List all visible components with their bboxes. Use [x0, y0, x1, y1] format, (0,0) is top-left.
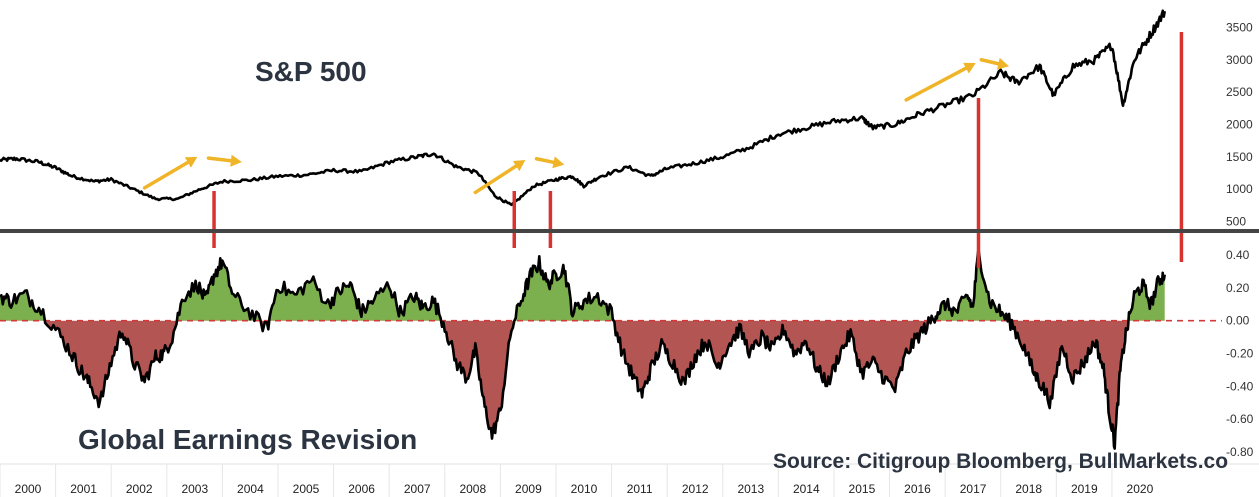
earnings-revision-panel [0, 247, 1222, 450]
revision-positive-area [0, 248, 1165, 321]
x-axis-label: 2005 [293, 482, 320, 496]
trend-arrow [206, 154, 242, 167]
revision-negative-area [0, 320, 1165, 449]
x-axis-label: 2002 [126, 482, 153, 496]
sp500-ytick: 3000 [1226, 53, 1253, 67]
sp500-ytick: 3500 [1226, 20, 1253, 34]
revision-ytick: -0.40 [1226, 379, 1254, 393]
x-axis-label: 2018 [1015, 482, 1042, 496]
revision-ytick: -0.60 [1226, 412, 1254, 426]
sp500-ytick: 500 [1226, 215, 1246, 229]
x-axis-label: 2012 [682, 482, 709, 496]
revision-ytick: 0.40 [1226, 248, 1250, 262]
revision-ytick: -0.20 [1226, 347, 1254, 361]
x-axis-label: 2013 [737, 482, 764, 496]
sp500-line [0, 9, 1166, 207]
x-axis-label: 2016 [904, 482, 931, 496]
trend-arrow [142, 156, 198, 190]
x-axis-label: 2007 [404, 482, 431, 496]
x-axis-label: 2009 [515, 482, 542, 496]
sp500-ytick: 1500 [1226, 150, 1253, 164]
x-axis-label: 2020 [1127, 482, 1154, 496]
trend-arrow [534, 156, 565, 169]
trend-arrow [979, 57, 1010, 70]
earnings-revision-title: Global Earnings Revision [78, 424, 418, 455]
sp500-panel [0, 9, 1166, 207]
x-axis-label: 2014 [793, 482, 820, 496]
x-axis-label: 2015 [849, 482, 876, 496]
axes-layer: 500 1000 1500 2000 2500 3000 3500 0.40 0.20 0.00 -… [0, 20, 1259, 497]
trend-arrow [473, 160, 526, 195]
x-axis-label: 2004 [237, 482, 264, 496]
x-axis-label: 2006 [348, 482, 375, 496]
panel-divider [0, 229, 1259, 233]
revision-line [0, 247, 1166, 450]
x-axis-label: 2019 [1071, 482, 1098, 496]
revision-ytick: 0.20 [1226, 281, 1250, 295]
revision-ytick: 0.00 [1226, 314, 1250, 328]
x-axis-label: 2011 [627, 482, 653, 496]
sp500-ytick: 2000 [1226, 118, 1253, 132]
source-caption: Source: Citigroup Bloomberg, BullMarkets… [773, 450, 1229, 473]
trend-arrow [904, 62, 976, 102]
x-axis-label: 2000 [15, 482, 42, 496]
x-axis-label: 2017 [960, 482, 987, 496]
sp500-title: S&P 500 [255, 56, 367, 87]
revision-ytick: -0.80 [1226, 445, 1254, 459]
sp500-ytick: 2500 [1226, 85, 1253, 99]
x-axis-label: 2001 [70, 482, 97, 496]
x-axis-label: 2003 [181, 482, 208, 496]
sp500-ytick: 1000 [1226, 182, 1253, 196]
x-axis-label: 2008 [459, 482, 486, 496]
annotation-layer [142, 32, 1184, 268]
x-axis-label: 2010 [571, 482, 598, 496]
